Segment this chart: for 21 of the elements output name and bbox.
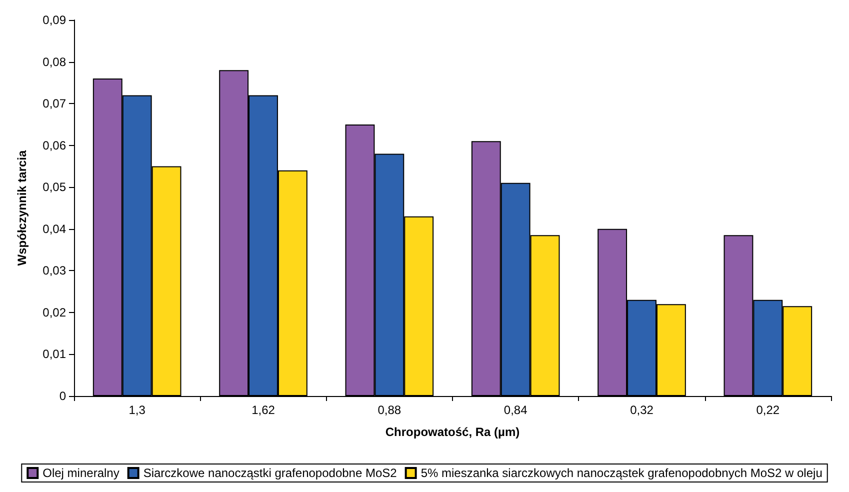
y-tick-label: 0 <box>59 389 66 403</box>
y-tick-label: 0,04 <box>42 222 66 236</box>
legend-label: Siarczkowe nanocząstki grafenopodobne MoS2 <box>143 466 398 480</box>
x-tick-label: 1,62 <box>252 403 276 417</box>
y-tick-label: 0,06 <box>42 138 66 152</box>
x-axis-title: Chropowatość, Ra (µm) <box>385 425 520 439</box>
y-tick-label: 0,03 <box>42 264 66 278</box>
legend-label: Olej mineralny <box>42 466 120 480</box>
x-tick-label: 0,32 <box>630 403 654 417</box>
y-tick-label: 0,09 <box>42 13 66 27</box>
y-tick-label: 0,01 <box>42 347 66 362</box>
y-axis-title: Współczynnik tarcia <box>15 150 29 266</box>
y-tick-label: 0,08 <box>42 54 66 69</box>
legend-label: 5% mieszanka siarczkowych nanocząstek grafenopodobnych MoS2 w oleju <box>420 466 822 480</box>
x-tick-label: 0,84 <box>504 403 528 417</box>
y-tick-label: 0,07 <box>42 96 66 111</box>
x-tick-label: 1,3 <box>128 403 146 417</box>
y-tick-label: 0,05 <box>42 180 66 194</box>
y-tick-label: 0,02 <box>42 305 66 320</box>
x-tick-label: 0,88 <box>378 403 402 417</box>
x-tick-label: 0,22 <box>756 403 780 417</box>
